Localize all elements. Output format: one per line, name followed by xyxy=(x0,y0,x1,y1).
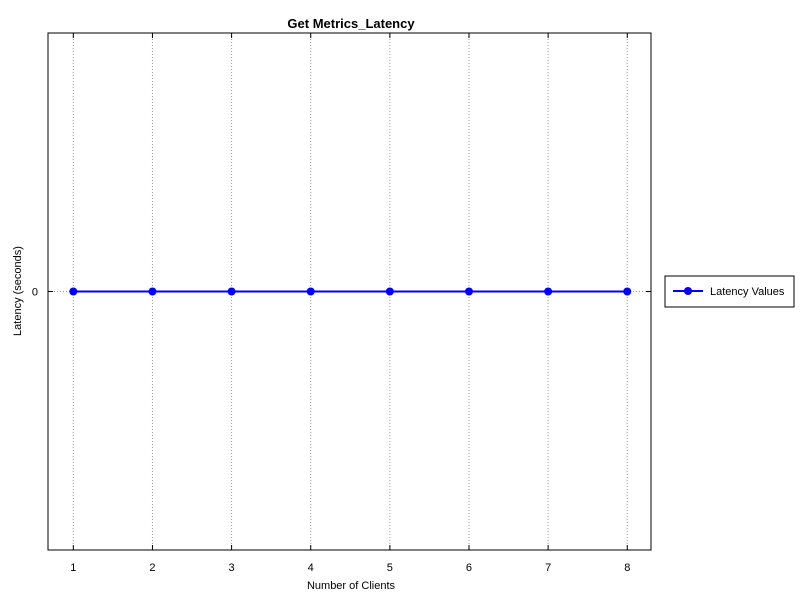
legend-entry-latency-values: Latency Values xyxy=(710,286,785,298)
x-tick-label: 7 xyxy=(545,562,551,574)
x-axis-ticks: 1 2 3 4 5 6 7 8 xyxy=(70,33,630,574)
x-tick-label: 5 xyxy=(387,562,393,574)
data-point xyxy=(306,287,315,296)
x-tick-label: 3 xyxy=(229,562,235,574)
data-point xyxy=(69,287,78,296)
x-axis-label: Number of Clients xyxy=(307,580,396,592)
x-tick-label: 8 xyxy=(624,562,630,574)
data-point xyxy=(148,287,157,296)
data-point xyxy=(623,287,632,296)
y-axis-label: Latency (seconds) xyxy=(12,246,24,336)
legend-marker-swatch xyxy=(684,287,692,295)
legend: Latency Values xyxy=(664,275,795,308)
data-point xyxy=(227,287,236,296)
y-axis-ticks: 0 xyxy=(32,287,651,299)
data-point xyxy=(464,287,473,296)
chart-title: Get Metrics_Latency xyxy=(287,16,415,31)
x-tick-label: 1 xyxy=(70,562,76,574)
data-point xyxy=(544,287,553,296)
x-tick-label: 6 xyxy=(466,562,472,574)
x-tick-label: 4 xyxy=(308,562,314,574)
x-tick-label: 2 xyxy=(149,562,155,574)
series-layer xyxy=(69,287,632,296)
y-tick-label: 0 xyxy=(32,287,38,299)
data-point xyxy=(385,287,394,296)
